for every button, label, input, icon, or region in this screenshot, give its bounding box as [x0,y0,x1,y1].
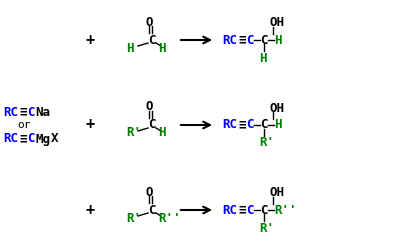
Text: C: C [246,34,253,46]
Text: OH: OH [269,186,284,200]
Text: RC: RC [222,204,237,216]
Text: RC: RC [3,132,18,145]
Text: +: + [86,32,95,48]
Text: ≡: ≡ [19,132,26,145]
Text: RC: RC [222,118,237,132]
Text: R': R' [259,136,274,149]
Text: C: C [27,106,35,118]
Text: R': R' [126,126,141,140]
Text: OH: OH [269,102,284,114]
Text: RC: RC [3,106,18,118]
Text: +: + [86,118,95,132]
Text: H: H [158,42,166,54]
Text: C: C [260,204,268,216]
Text: C: C [148,34,155,46]
Text: ≡: ≡ [238,118,245,132]
Text: H: H [158,126,166,140]
Text: R'': R'' [274,204,296,216]
Text: O: O [145,100,153,114]
Text: or: or [17,120,31,130]
Text: H: H [259,52,267,64]
Text: H: H [274,34,281,46]
Text: C: C [246,118,253,132]
Text: R': R' [126,212,141,224]
Text: ≡: ≡ [238,34,245,46]
Text: ≡: ≡ [19,106,26,118]
Text: C: C [260,118,268,132]
Text: C: C [27,132,35,145]
Text: OH: OH [269,16,284,30]
Text: H: H [274,118,281,132]
Text: O: O [145,186,153,198]
Text: ≡: ≡ [238,204,245,216]
Text: C: C [148,204,155,216]
Text: H: H [126,42,133,54]
Text: Na: Na [35,106,50,118]
Text: X: X [51,132,59,145]
Text: O: O [145,16,153,28]
Text: C: C [148,118,155,132]
Text: R'': R'' [158,212,181,224]
Text: Mg: Mg [35,132,50,145]
Text: R': R' [259,222,274,234]
Text: C: C [246,204,253,216]
Text: RC: RC [222,34,237,46]
Text: +: + [86,202,95,218]
Text: C: C [260,34,268,46]
